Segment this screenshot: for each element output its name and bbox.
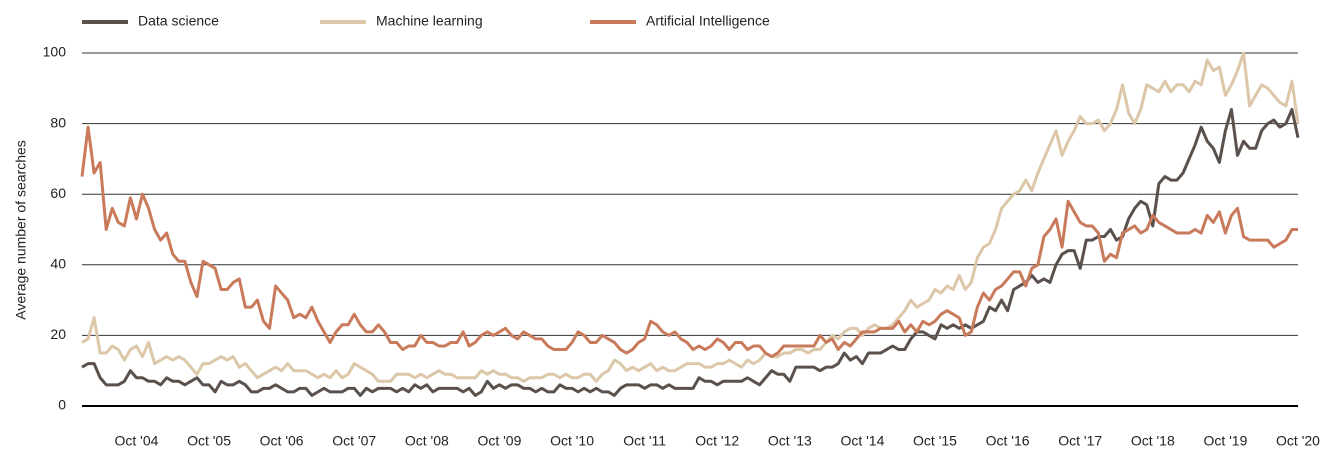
x-tick-label: Oct '11 <box>623 433 666 449</box>
x-tick-label: Oct '16 <box>986 433 1030 449</box>
legend-label: Data science <box>138 13 219 29</box>
y-tick-label: 40 <box>50 256 66 272</box>
x-tick-label: Oct '13 <box>768 433 812 449</box>
y-axis-label: Average number of searches <box>13 140 29 320</box>
x-tick-label: Oct '06 <box>260 433 304 449</box>
x-tick-label: Oct '12 <box>695 433 739 449</box>
data-line <box>81 51 1300 383</box>
x-tick-label: Oct '19 <box>1203 433 1247 449</box>
x-tick-label: Oct '20 <box>1276 433 1320 449</box>
x-tick-label: Oct '15 <box>913 433 957 449</box>
x-tick-label: Oct '05 <box>187 433 231 449</box>
legend-label: Machine learning <box>376 13 483 29</box>
x-tick-label: Oct '18 <box>1131 433 1175 449</box>
y-tick-label: 80 <box>50 114 66 130</box>
y-tick-label: 0 <box>58 397 66 413</box>
x-tick-label: Oct '07 <box>332 433 376 449</box>
data-line <box>80 125 1298 359</box>
y-tick-label: 100 <box>43 44 67 60</box>
x-tick-label: Oct '14 <box>840 433 884 449</box>
x-tick-label: Oct '10 <box>550 433 594 449</box>
y-tick-label: 60 <box>50 185 66 201</box>
data-line <box>81 107 1300 397</box>
x-tick-label: Oct '08 <box>405 433 449 449</box>
y-tick-label: 20 <box>50 326 66 342</box>
x-tick-label: Oct '17 <box>1058 433 1102 449</box>
x-tick-label: Oct '09 <box>477 433 521 449</box>
x-tick-label: Oct '04 <box>114 433 158 449</box>
legend-label: Artificial Intelligence <box>646 13 770 29</box>
